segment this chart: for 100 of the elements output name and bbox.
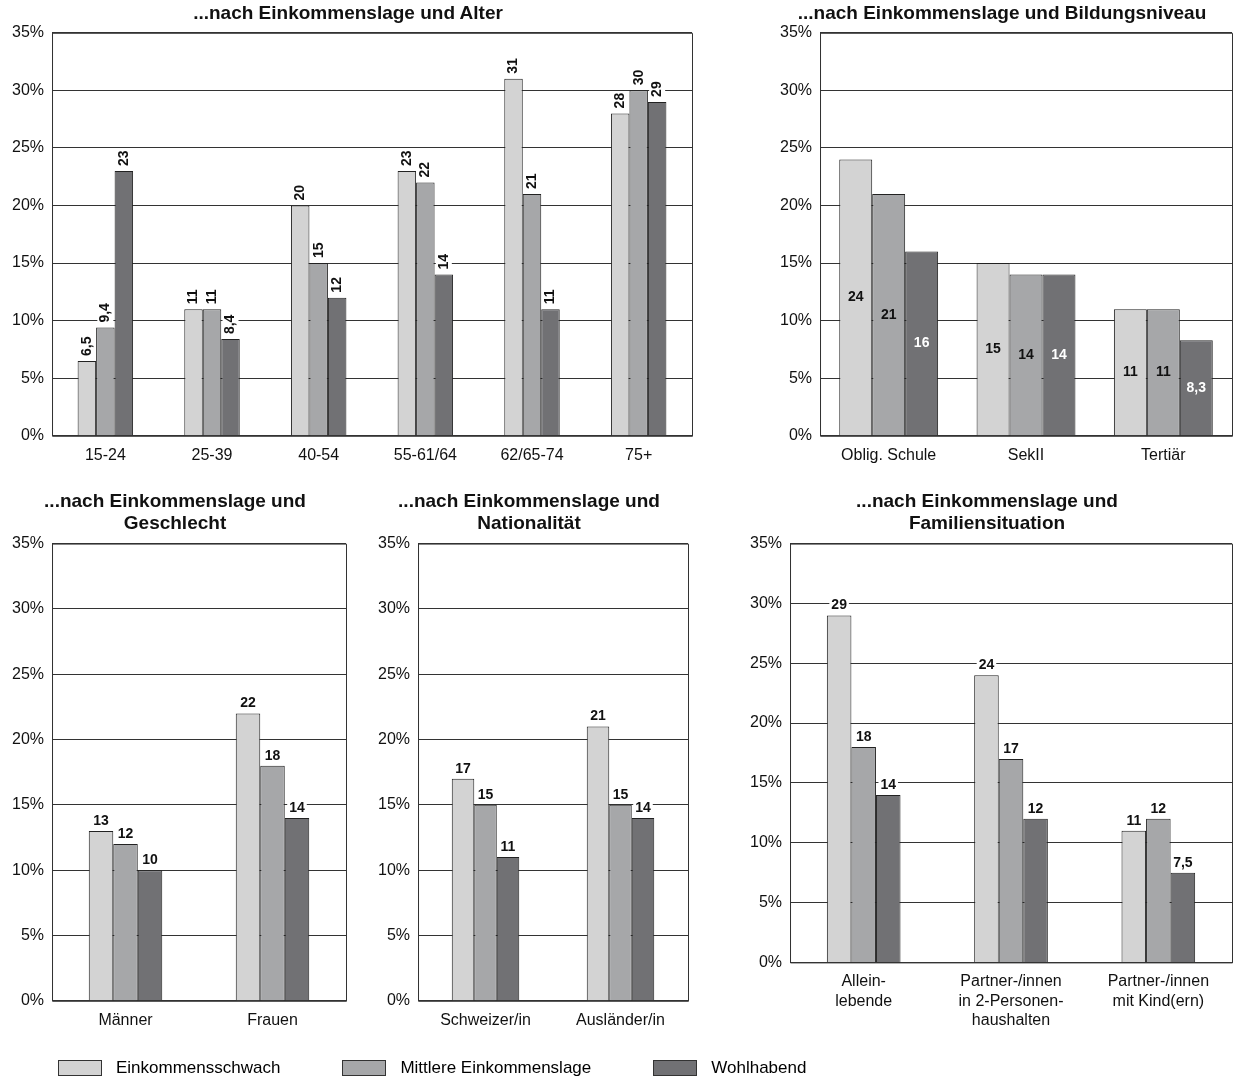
y-tick-label: 15% (11, 253, 45, 271)
legend-label: Einkommensschwach (116, 1058, 281, 1078)
data-label: 23 (397, 150, 414, 166)
x-tick-label: Schweizer/in (440, 1010, 531, 1028)
x-tick-label: 62/65-74 (500, 445, 564, 463)
data-label: 18 (855, 727, 872, 744)
y-tick-label: 15% (11, 795, 45, 813)
x-tick-label: Tertiär (1141, 445, 1187, 463)
x-tick-label: 40-54 (298, 445, 340, 463)
data-label: 14 (635, 798, 651, 815)
y-tick-label: 25% (11, 138, 45, 156)
data-label: 12 (328, 276, 345, 293)
x-tick-label: Ausländer/in (576, 1010, 665, 1028)
y-tick-label: 20% (377, 729, 411, 747)
data-label: 20 (291, 184, 308, 201)
data-label: 8,3 (1186, 378, 1207, 395)
y-tick-label: 25% (779, 138, 813, 156)
data-label: 21 (590, 707, 606, 724)
y-tick-label: 10% (377, 860, 411, 878)
data-label: 17 (1003, 739, 1020, 756)
data-label: 30 (629, 69, 646, 86)
data-label: 14 (1051, 345, 1067, 362)
y-tick-label: 35% (11, 534, 45, 552)
y-tick-label: 20% (11, 195, 45, 213)
x-tick-label: 75+ (625, 445, 653, 463)
y-tick-label: 10% (11, 860, 45, 878)
data-label: 29 (648, 81, 665, 97)
y-tick-label: 30% (749, 593, 783, 611)
x-tick-label: Partner-/innen mit Kind(ern) (1107, 972, 1210, 1009)
y-tick-label: 30% (377, 599, 411, 617)
y-tick-label: 25% (11, 664, 45, 682)
y-tick-label: 5% (20, 925, 45, 943)
y-tick-label: 35% (779, 23, 813, 41)
data-label: 28 (611, 92, 628, 109)
data-label: 24 (847, 288, 864, 305)
y-tick-label: 10% (749, 833, 783, 851)
y-tick-label: 15% (377, 795, 411, 813)
chart-title: ...nach Einkommenslage und Bildungsniveau (797, 1, 1207, 23)
data-label: 15 (309, 242, 326, 259)
data-label: 18 (264, 746, 281, 763)
y-tick-label: 0% (386, 991, 411, 1009)
data-label: 11 (184, 289, 201, 305)
y-tick-label: 5% (758, 892, 783, 910)
data-label: 21 (880, 305, 897, 322)
chart-title: ...nach Einkommenslage und Familiensituation (856, 489, 1118, 534)
data-label: 22 (416, 161, 433, 178)
y-tick-label: 0% (788, 426, 813, 444)
y-tick-label: 0% (20, 991, 45, 1009)
data-label: 10 (142, 851, 159, 868)
x-tick-label: Partner-/innen in 2-Personen- haushalten (958, 972, 1064, 1028)
data-label: 11 (202, 289, 219, 305)
x-tick-label: Frauen (247, 1010, 298, 1028)
y-tick-label: 35% (377, 534, 411, 552)
data-label: 23 (114, 150, 131, 166)
y-tick-label: 10% (11, 311, 45, 329)
y-tick-label: 20% (779, 195, 813, 213)
y-tick-label: 15% (779, 253, 813, 271)
data-label: 21 (522, 173, 539, 189)
y-tick-label: 30% (779, 80, 813, 98)
data-label: 12 (1027, 799, 1044, 816)
chart-title: ...nach Einkommenslage und Geschlecht (44, 489, 306, 534)
data-label: 29 (831, 596, 848, 613)
data-label: 14 (880, 775, 897, 792)
x-tick-label: 25-39 (191, 445, 233, 463)
y-tick-label: 5% (386, 925, 411, 943)
data-label: 16 (913, 334, 930, 351)
x-tick-label: SekII (1007, 445, 1045, 463)
data-label: 11 (500, 837, 516, 854)
data-label: 14 (1018, 345, 1035, 362)
x-tick-label: 15-24 (84, 445, 126, 463)
y-tick-label: 20% (749, 713, 783, 731)
chart-title: ...nach Einkommenslage und Alter (193, 1, 504, 23)
x-tick-label: Männer (98, 1010, 154, 1028)
y-tick-label: 0% (758, 952, 783, 970)
data-label: 15 (477, 785, 494, 802)
y-tick-label: 20% (11, 729, 45, 747)
y-tick-label: 30% (11, 599, 45, 617)
y-tick-label: 25% (749, 653, 783, 671)
x-tick-label: Allein- lebende (835, 972, 893, 1009)
y-tick-label: 5% (20, 368, 45, 386)
data-label: 13 (93, 811, 110, 828)
data-label: 7,5 (1173, 853, 1193, 870)
data-label: 15 (985, 340, 1002, 357)
legend-label: Wohlhabend (711, 1058, 807, 1078)
y-tick-label: 15% (749, 773, 783, 791)
data-label: 6,5 (77, 336, 94, 356)
data-label: 12 (1150, 799, 1167, 816)
data-label: 17 (455, 759, 472, 776)
data-label: 12 (117, 824, 134, 841)
y-tick-label: 10% (779, 311, 813, 329)
y-tick-label: 5% (788, 368, 813, 386)
data-label: 11 (1126, 811, 1142, 828)
chart-title: ...nach Einkommenslage und Nationalität (398, 489, 660, 534)
x-tick-label: Oblig. Schule (841, 445, 937, 463)
data-label: 11 (1155, 363, 1171, 380)
y-tick-label: 25% (377, 664, 411, 682)
data-label: 15 (612, 785, 629, 802)
data-label: 31 (504, 58, 521, 74)
legend-label: Mittlere Einkommenslage (400, 1058, 592, 1078)
y-tick-label: 0% (20, 426, 45, 444)
